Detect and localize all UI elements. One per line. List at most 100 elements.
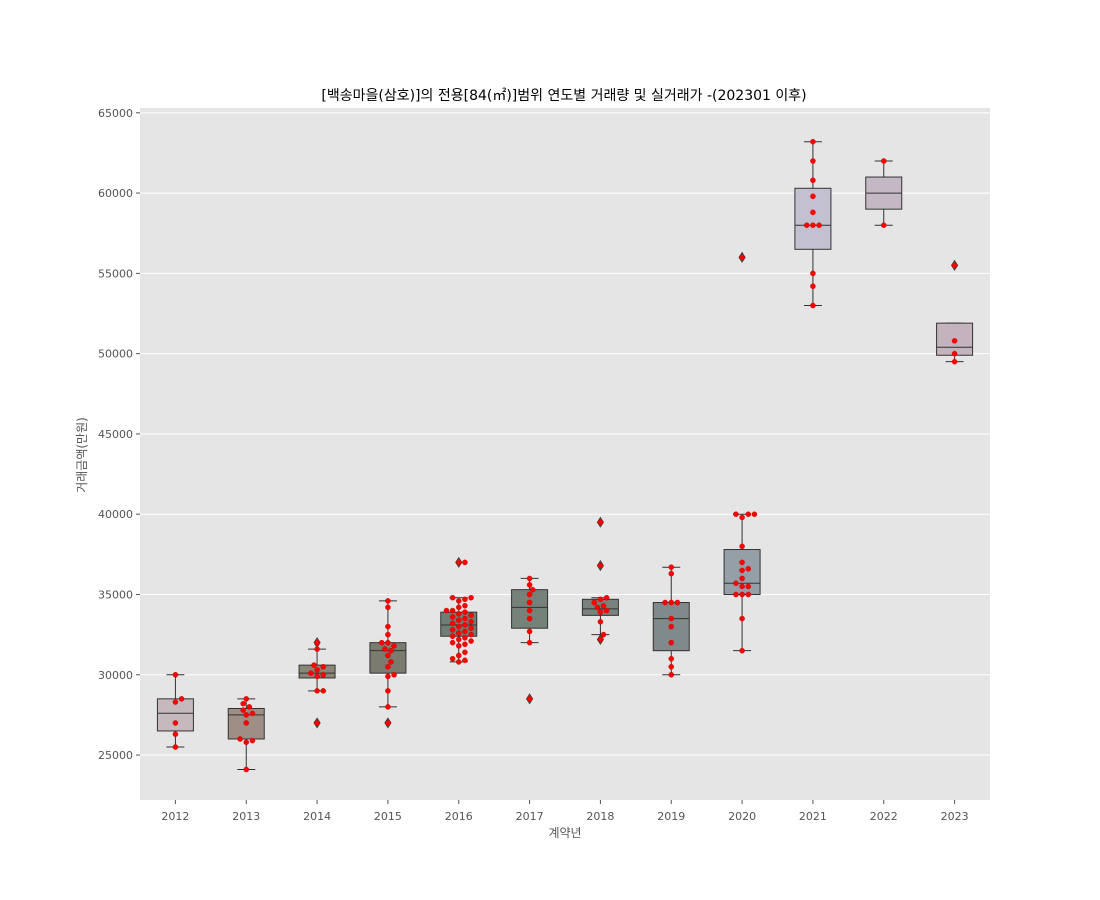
x-tick-label: 2015 <box>374 810 402 823</box>
swarm-point <box>449 594 456 601</box>
swarm-point <box>594 604 601 611</box>
gridlines <box>140 112 990 756</box>
swarm-point <box>739 583 745 590</box>
swarm-point <box>382 646 388 652</box>
swarm-point <box>172 720 179 726</box>
swarm-point <box>455 636 462 643</box>
swarm-point <box>468 625 474 631</box>
swarm-point <box>674 599 681 606</box>
swarm-point <box>526 696 533 702</box>
swarm-point <box>739 575 745 582</box>
swarm-point <box>311 662 317 668</box>
swarm-point <box>391 672 397 678</box>
swarm-point <box>314 673 320 680</box>
swarm-point <box>668 639 675 646</box>
swarm-point <box>385 598 391 604</box>
swarm-point <box>172 731 179 737</box>
swarm-point <box>951 262 958 269</box>
x-tick-label: 2018 <box>586 810 614 823</box>
swarm-point <box>385 631 391 638</box>
swarm-point <box>455 617 462 623</box>
swarm-point <box>468 638 474 644</box>
swarm-point <box>668 655 675 662</box>
x-tick-label: 2016 <box>445 810 473 823</box>
swarm-point <box>449 655 456 662</box>
swarm-point <box>243 720 249 726</box>
swarm-point <box>468 631 474 638</box>
swarm-point <box>597 519 604 525</box>
swarm-point <box>804 222 810 228</box>
swarm-point <box>178 696 185 702</box>
swarm-point <box>455 604 462 611</box>
swarm-point <box>951 358 958 365</box>
box-2012 <box>156 674 194 748</box>
swarm-point <box>733 580 739 586</box>
swarm-point <box>462 628 468 635</box>
swarm-point <box>526 628 533 635</box>
swarm-point <box>668 570 675 577</box>
swarm-point <box>526 615 533 622</box>
swarm-point <box>455 652 462 659</box>
swarm-point <box>462 641 468 648</box>
swarm-point <box>462 609 468 615</box>
x-tick-label: 2019 <box>657 810 685 823</box>
swarm-point <box>751 511 758 517</box>
swarm-point <box>739 591 745 598</box>
x-tick-label: 2014 <box>303 810 331 823</box>
swarm-point <box>314 639 320 646</box>
x-tick-label: 2012 <box>161 810 189 823</box>
swarm-point <box>320 688 326 694</box>
swarm-point <box>243 696 249 702</box>
y-tick-label: 45000 <box>98 428 133 441</box>
swarm-point <box>240 700 246 707</box>
swarm-point <box>462 559 468 566</box>
swarm-point <box>455 623 462 630</box>
swarm-point <box>597 596 604 603</box>
swarm-point <box>385 604 391 611</box>
swarm-point <box>243 739 249 745</box>
swarm-point <box>739 615 745 622</box>
swarm-point <box>308 670 314 676</box>
y-tick-label: 30000 <box>98 669 133 682</box>
swarm-point <box>810 209 816 216</box>
y-tick-label: 55000 <box>98 267 133 280</box>
swarm-point <box>385 720 391 726</box>
swarm-point <box>385 652 391 659</box>
swarm-point <box>526 639 533 646</box>
swarm-point <box>462 602 468 609</box>
swarm-point <box>243 766 249 773</box>
y-tick-label: 25000 <box>98 749 133 762</box>
y-tick-label: 40000 <box>98 508 133 521</box>
y-tick-label: 50000 <box>98 348 133 361</box>
swarm-point <box>314 688 320 694</box>
swarm-point <box>385 673 391 680</box>
swarm-point <box>600 602 607 609</box>
swarm-point <box>314 720 320 726</box>
swarm-point <box>739 559 745 566</box>
swarm-point <box>468 594 474 601</box>
swarm-point <box>810 158 816 164</box>
y-tick-label: 65000 <box>98 107 133 120</box>
swarm-point <box>449 614 456 620</box>
swarm-point <box>810 222 816 228</box>
swarm-point <box>449 627 456 633</box>
swarm-point <box>449 633 456 639</box>
swarm-point <box>237 736 243 742</box>
swarm-point <box>881 222 887 228</box>
swarm-point <box>385 663 391 670</box>
swarm-point <box>526 575 533 582</box>
swarm-point <box>668 615 675 622</box>
swarm-point <box>810 193 816 200</box>
swarm-point <box>600 631 607 638</box>
swarm-point <box>668 623 675 630</box>
swarm-point <box>468 612 474 619</box>
swarm-point <box>739 514 745 521</box>
swarm-points <box>172 138 958 773</box>
swarm-point <box>314 646 320 652</box>
swarm-point <box>529 586 536 593</box>
swarm-point <box>320 672 326 678</box>
swarm-point <box>733 511 739 517</box>
swarm-point <box>668 672 675 678</box>
y-axis-label: 거래금액(만원) <box>75 417 89 493</box>
swarm-point <box>810 138 816 145</box>
